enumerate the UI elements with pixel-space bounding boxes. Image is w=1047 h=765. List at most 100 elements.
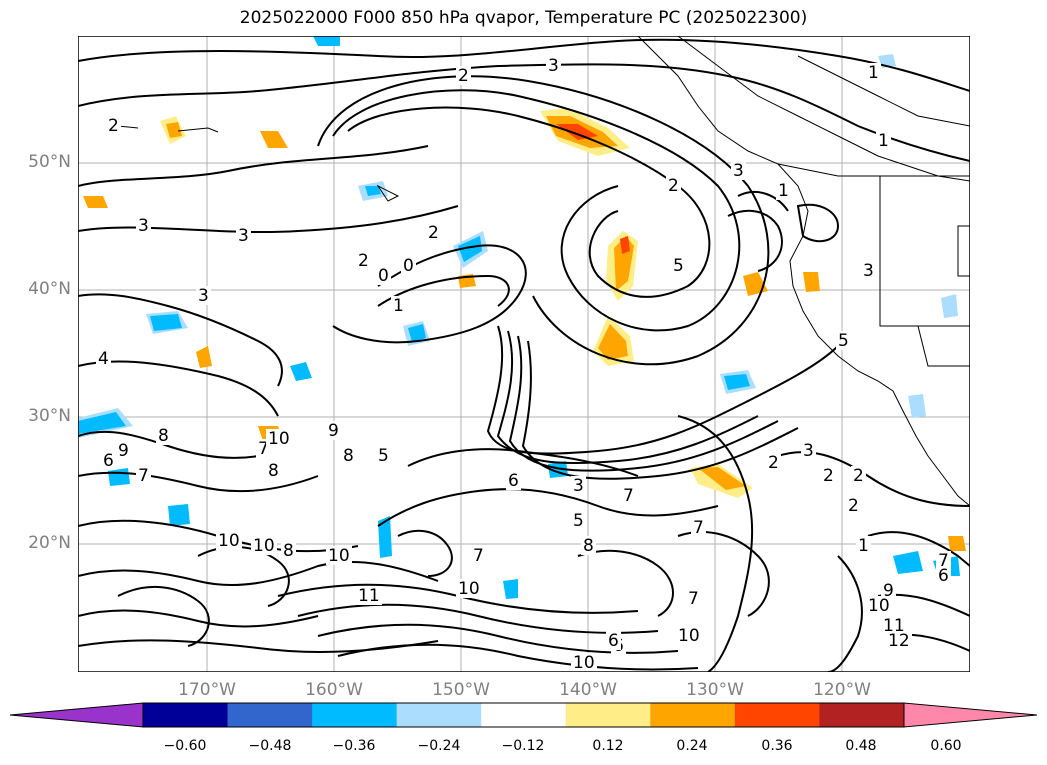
contour-label-bg bbox=[776, 181, 791, 200]
contour-label: 7 bbox=[693, 518, 704, 538]
lat-label: 30°N bbox=[28, 406, 71, 426]
contour-label: 8 bbox=[268, 461, 279, 481]
contour-label-bg bbox=[851, 466, 866, 485]
lon-label: 140°W bbox=[559, 680, 617, 700]
contour-label-bg bbox=[621, 486, 636, 505]
contour-label-bg bbox=[216, 531, 242, 550]
contour-label-bg bbox=[426, 223, 441, 242]
contour-label-bg bbox=[881, 581, 896, 600]
colorbar-tick: −0.12 bbox=[501, 738, 545, 754]
contour-label: 10 bbox=[268, 429, 290, 449]
colorbar-segment bbox=[143, 703, 229, 727]
contour-label-bg bbox=[766, 453, 781, 472]
map-title: 2025022000 F000 850 hPa qvapor, Temperat… bbox=[239, 8, 808, 28]
lon-label: 160°W bbox=[305, 680, 363, 700]
contour-label: 12 bbox=[888, 631, 910, 651]
contour-label-bg bbox=[666, 176, 681, 195]
colorbar-tick: 0.36 bbox=[761, 738, 793, 754]
contour-label-bg bbox=[356, 251, 371, 270]
contour-label: 5 bbox=[838, 331, 849, 351]
lon-label: 120°W bbox=[813, 680, 871, 700]
colorbar-segment bbox=[227, 703, 313, 727]
contour-label: 1 bbox=[858, 536, 869, 556]
lon-label: 130°W bbox=[686, 680, 744, 700]
contour-label: 10 bbox=[573, 653, 595, 672]
colorbar-segment bbox=[481, 703, 567, 727]
colorbar-tick: −0.24 bbox=[417, 738, 461, 754]
contour-label-bg bbox=[686, 589, 701, 608]
contour-label: 1 bbox=[778, 181, 789, 201]
contour-label-bg bbox=[571, 653, 597, 672]
contour-label: 2 bbox=[853, 466, 864, 486]
contour-label-bg bbox=[106, 116, 121, 135]
contour-label-bg bbox=[936, 551, 951, 570]
contour-label-bg bbox=[401, 256, 416, 275]
contour-label-bg bbox=[456, 66, 471, 85]
contour-label: 2 bbox=[668, 176, 679, 196]
contour-label-bg bbox=[691, 518, 706, 537]
contour-label: 6 bbox=[938, 566, 949, 586]
colorbar-tick: −0.60 bbox=[163, 738, 207, 754]
contour-label-bg bbox=[606, 631, 621, 650]
contour-label: 7 bbox=[688, 589, 699, 609]
contour-label: 2 bbox=[108, 116, 119, 136]
contour-label: 10 bbox=[868, 596, 890, 616]
contour-label: 0 bbox=[403, 256, 414, 276]
colorbar-segment bbox=[565, 703, 651, 727]
contour-label: 2 bbox=[848, 496, 859, 516]
contour-label-bg bbox=[886, 631, 912, 650]
contour-label: 7 bbox=[938, 551, 949, 571]
contour-label: 1 bbox=[878, 131, 889, 151]
contour-label: 10 bbox=[253, 536, 275, 556]
contour-label: 3 bbox=[573, 476, 584, 496]
contour-label: 6 bbox=[608, 631, 619, 651]
contour-label: 5 bbox=[673, 256, 684, 276]
colorbar bbox=[10, 702, 1037, 728]
colorbar-extend-low bbox=[10, 703, 143, 727]
contour-label-bg bbox=[136, 216, 151, 235]
contour-label: 2 bbox=[428, 223, 439, 243]
colorbar-segment bbox=[650, 703, 736, 727]
contour-label: 1 bbox=[393, 296, 404, 316]
colorbar-tick: −0.36 bbox=[332, 738, 376, 754]
contour-label-bg bbox=[116, 441, 131, 460]
colorbar-segment bbox=[396, 703, 482, 727]
contour-label-bg bbox=[376, 446, 391, 465]
contour-label-bg bbox=[341, 446, 356, 465]
colorbar-tick: −0.48 bbox=[248, 738, 292, 754]
contour-label: 1 bbox=[868, 63, 879, 83]
colorbar-extend-high bbox=[904, 703, 1037, 727]
contour-label-bg bbox=[281, 541, 296, 560]
contour-label-bg bbox=[266, 461, 281, 480]
contour-label-bg bbox=[856, 536, 871, 555]
contour-label: 10 bbox=[458, 579, 480, 599]
contour-label: 8 bbox=[283, 541, 294, 561]
contour-label-bg bbox=[801, 441, 816, 460]
contour-label-bg bbox=[731, 161, 746, 180]
contour-label: 8 bbox=[158, 426, 169, 446]
contour-label: 0 bbox=[378, 266, 389, 286]
contour-label: 3 bbox=[733, 161, 744, 181]
contour-label-bg bbox=[866, 596, 892, 615]
contour-label: 3 bbox=[548, 56, 559, 76]
contour-label: 8 bbox=[343, 446, 354, 466]
contour-label-bg bbox=[846, 496, 861, 515]
contour-label-bg bbox=[881, 616, 907, 635]
contour-label: 7 bbox=[258, 439, 269, 459]
contour-label: 9 bbox=[883, 581, 894, 601]
lat-label: 40°N bbox=[28, 279, 71, 299]
contour-label: 2 bbox=[358, 251, 369, 271]
contour-label: 10 bbox=[678, 626, 700, 646]
colorbar-tick: 0.24 bbox=[676, 738, 708, 754]
contour-label: 7 bbox=[138, 466, 149, 486]
contour-label-bg bbox=[676, 626, 702, 645]
contour-label: 2 bbox=[823, 466, 834, 486]
contour-label: 6 bbox=[508, 471, 519, 491]
contour-label-bg bbox=[326, 421, 341, 440]
contour-label-bg bbox=[836, 331, 851, 350]
contour-label: 2 bbox=[768, 453, 779, 473]
contour-label: 3 bbox=[138, 216, 149, 236]
contour-label-bg bbox=[456, 579, 482, 598]
temperature-contours bbox=[78, 38, 970, 672]
contour-label: 3 bbox=[803, 441, 814, 461]
